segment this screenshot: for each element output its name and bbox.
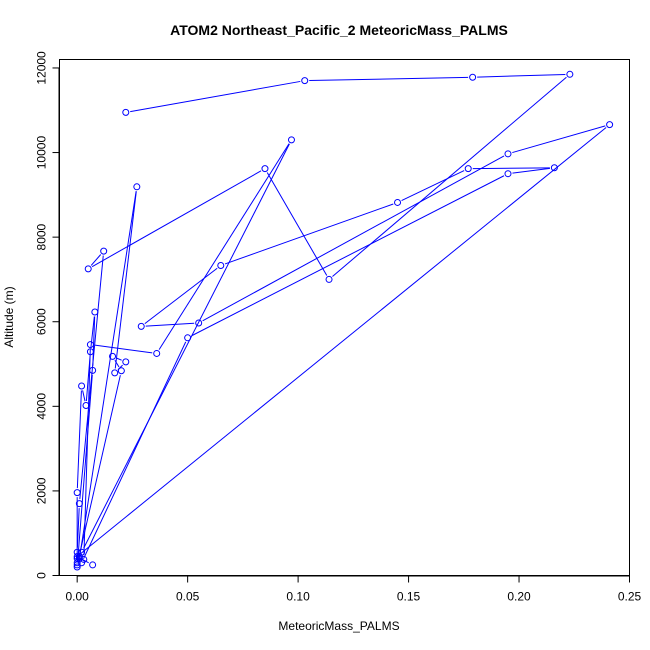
y-tick-label: 2000 — [35, 477, 49, 504]
series-line-segment — [80, 127, 607, 555]
data-point — [394, 198, 402, 206]
data-point — [75, 555, 83, 563]
data-point — [153, 349, 161, 357]
series-line-segment — [83, 349, 91, 555]
series-line-segment — [116, 357, 122, 361]
x-tick-label: 0.00 — [65, 590, 89, 604]
data-point — [122, 358, 130, 366]
series-layer — [73, 70, 614, 571]
x-tick-label: 0.05 — [176, 590, 200, 604]
data-point — [82, 401, 90, 409]
data-point — [184, 334, 192, 342]
data-point — [464, 165, 472, 173]
data-point — [133, 183, 141, 191]
x-tick-label: 0.25 — [618, 590, 642, 604]
data-point — [78, 548, 86, 556]
series-line-segment — [83, 143, 290, 549]
series-line-segment — [309, 76, 469, 82]
series-line-segment — [202, 155, 505, 322]
data-point — [117, 367, 125, 375]
x-axis: 0.00 0.05 0.10 0.15 0.20 0.25 — [65, 575, 642, 604]
data-point — [606, 121, 614, 129]
series-line-segment — [266, 172, 328, 276]
y-axis: 0 2000 4000 6000 8000 10000 12000 — [35, 51, 60, 579]
data-point — [111, 369, 119, 377]
series-line-segment — [144, 267, 218, 325]
data-point — [287, 136, 295, 144]
data-point — [100, 247, 108, 255]
data-point — [78, 559, 86, 567]
y-axis-label: Altitude (m) — [2, 286, 16, 347]
data-point — [78, 382, 86, 390]
data-point — [504, 150, 512, 158]
series-line-segment — [512, 167, 550, 174]
plot-area — [59, 59, 630, 576]
data-point — [73, 555, 81, 563]
data-point — [504, 170, 512, 178]
y-tick-label: 4000 — [35, 393, 49, 420]
data-point — [195, 319, 203, 327]
data-point — [469, 73, 477, 81]
y-tick-label: 10000 — [35, 136, 49, 170]
data-point — [137, 322, 145, 330]
series-line-segment — [224, 203, 394, 265]
series-line-segment — [91, 170, 262, 268]
data-point — [86, 348, 94, 356]
data-point — [89, 561, 97, 569]
x-axis-label: MeteoricMass_PALMS — [278, 619, 399, 633]
chart-title: ATOM2 Northeast_Pacific_2 MeteoricMass_P… — [170, 22, 508, 38]
data-point — [89, 366, 97, 374]
series-line-segment — [130, 80, 301, 113]
data-point — [84, 265, 92, 273]
data-point — [86, 341, 94, 349]
data-point — [73, 563, 81, 571]
x-tick-label: 0.10 — [286, 590, 310, 604]
y-tick-label: 12000 — [35, 51, 49, 85]
series-line-segment — [76, 508, 80, 548]
data-point — [73, 489, 81, 497]
series-line-segment — [145, 322, 195, 327]
data-point — [566, 70, 574, 78]
series-line-segment — [472, 167, 550, 170]
series-line-segment — [477, 73, 566, 78]
series-line-segment — [94, 344, 153, 354]
y-tick-label: 0 — [35, 572, 49, 579]
series-line-segment — [158, 143, 290, 350]
data-point — [122, 108, 130, 116]
series-line-segment — [114, 359, 120, 368]
series-line-segment — [191, 175, 505, 337]
data-point — [325, 275, 333, 283]
x-tick-label: 0.20 — [507, 590, 531, 604]
y-tick-label: 6000 — [35, 308, 49, 335]
data-point — [261, 165, 269, 173]
series-line-segment — [512, 125, 606, 154]
series-line-segment — [82, 390, 86, 402]
data-point — [109, 352, 117, 360]
series-line-segment — [401, 170, 465, 201]
series-line-segment — [76, 390, 82, 489]
y-tick-label: 8000 — [35, 223, 49, 250]
x-tick-label: 0.15 — [397, 590, 421, 604]
series-line-segment — [77, 374, 93, 563]
series-line-segment — [90, 254, 102, 266]
series-line-segment — [83, 341, 187, 559]
data-point — [91, 308, 99, 316]
series-line-segment — [92, 316, 96, 366]
data-point — [217, 261, 225, 269]
data-point — [75, 500, 83, 508]
series-line-segment — [79, 191, 137, 555]
data-point — [301, 77, 309, 85]
series-line-segment — [114, 191, 137, 369]
series-line-segment — [332, 76, 567, 277]
data-point — [73, 552, 81, 560]
data-point — [550, 164, 558, 172]
series-line-segment — [79, 255, 104, 500]
